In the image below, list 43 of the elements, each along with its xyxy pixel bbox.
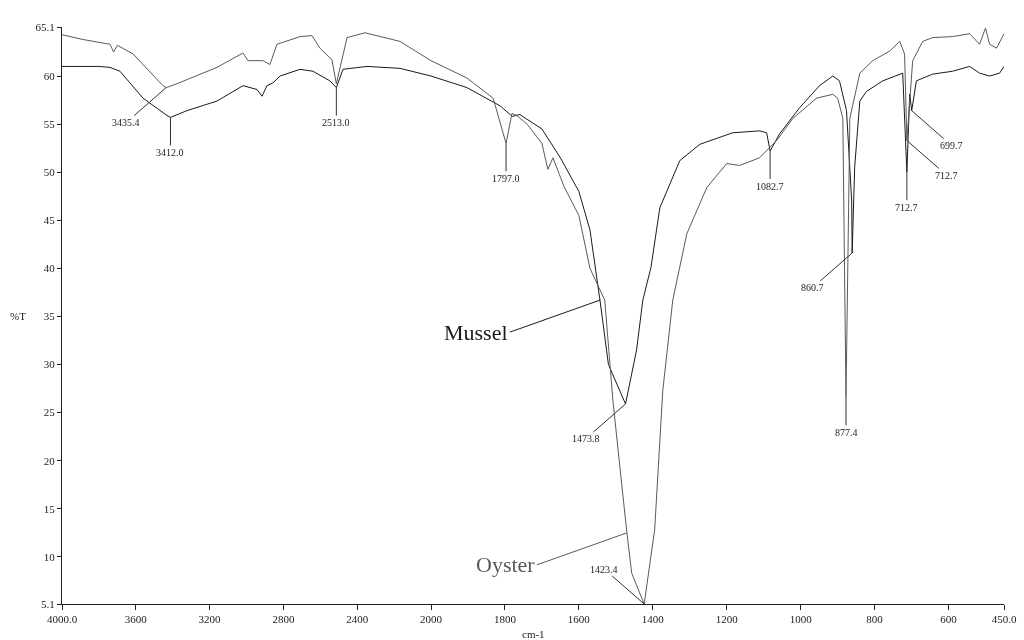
annotation: 1082.7 xyxy=(756,181,784,192)
y-tick-label: 5.1 xyxy=(41,597,55,610)
x-tick-label: 3600 xyxy=(124,613,148,626)
y-tick-label: 40 xyxy=(43,262,56,275)
y-tick-label: 55 xyxy=(43,117,56,130)
annotation: 1423.4 xyxy=(590,564,618,575)
text: Oyster xyxy=(476,552,536,577)
x-tick-label: 1400 xyxy=(641,613,665,626)
x-tick-label: 2000 xyxy=(420,613,443,626)
annotation: 1473.8 xyxy=(572,433,600,444)
x-tick-label: 1000 xyxy=(789,613,813,626)
annotation: 3435.4 xyxy=(112,117,140,128)
annotation: 877.4 xyxy=(835,427,858,438)
x-tick-label: 1800 xyxy=(493,613,517,626)
y-tick-label: 20 xyxy=(43,454,56,467)
annotation: 2513.0 xyxy=(322,117,350,128)
x-tick-label: 450.0 xyxy=(991,613,1017,626)
y-tick-label: 30 xyxy=(43,358,56,371)
x-tick-label: 2400 xyxy=(346,613,369,626)
y-tick-label: 10 xyxy=(43,550,56,563)
annotation: 3412.0 xyxy=(156,147,184,158)
annotation: 1797.0 xyxy=(492,173,520,184)
y-tick-label: 50 xyxy=(43,166,56,179)
x-tick-label: 3200 xyxy=(198,613,222,626)
x-tick-label: 1600 xyxy=(567,613,591,626)
y-tick-label: 65.1 xyxy=(35,20,55,33)
text: Mussel xyxy=(444,320,508,345)
y-tick-label: 45 xyxy=(43,214,56,227)
y-tick-label: 25 xyxy=(43,406,56,419)
x-axis-title: cm-1 xyxy=(522,628,545,640)
x-tick-label: 800 xyxy=(866,613,884,626)
y-tick-label: 35 xyxy=(43,310,56,323)
y-tick-label: 60 xyxy=(43,69,56,82)
x-tick-label: 600 xyxy=(940,613,958,626)
annotation: 712.7 xyxy=(935,170,958,181)
x-tick-label: 4000.0 xyxy=(46,613,78,626)
x-tick-label: 2800 xyxy=(272,613,295,626)
y-tick-label: 15 xyxy=(43,502,56,515)
y-axis-title: %T xyxy=(10,310,27,322)
annotation: 712.7 xyxy=(895,202,918,213)
x-tick-label: 1200 xyxy=(715,613,739,626)
annotation: 860.7 xyxy=(801,282,824,293)
annotation: 699.7 xyxy=(940,140,963,151)
